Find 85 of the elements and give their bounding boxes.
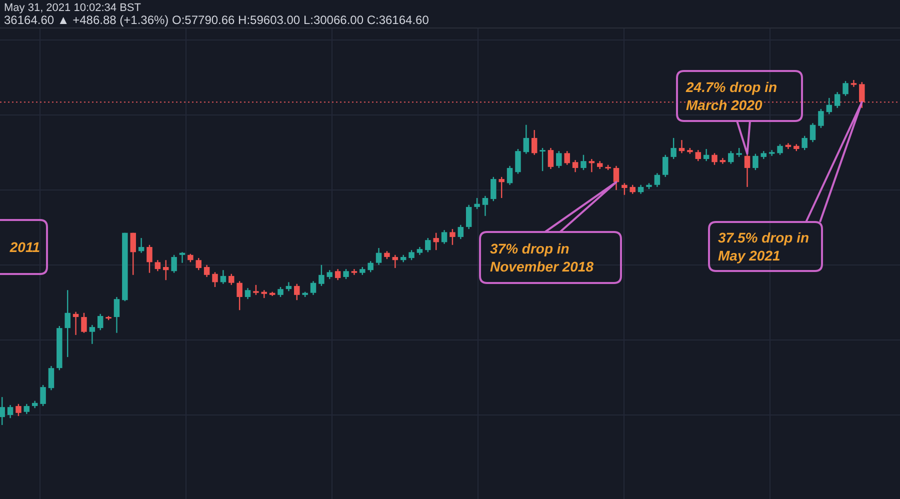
candlestick [818, 108, 824, 129]
annotation: 37% drop in November 2018 [490, 240, 594, 274]
candlestick [810, 122, 816, 143]
candlestick [154, 259, 161, 272]
candlestick [236, 280, 242, 311]
candlestick [16, 403, 22, 417]
candlestick [138, 237, 144, 254]
candlestick [712, 152, 718, 166]
candlestick [376, 247, 382, 266]
candlestick [48, 365, 54, 391]
candlestick [613, 165, 620, 191]
candlestick [220, 269, 226, 284]
candlestick [179, 252, 186, 264]
candlestick [826, 97, 832, 115]
candlestick [703, 148, 710, 162]
candlestick [310, 280, 316, 296]
candlestick [441, 229, 448, 244]
candlestick [580, 154, 586, 171]
candlestick [433, 232, 439, 251]
candlestick [278, 286, 284, 298]
candlestick [523, 124, 530, 154]
candlestick [588, 158, 595, 173]
candlestick [204, 264, 210, 278]
candlestick [212, 272, 218, 288]
candlestick [572, 159, 578, 173]
candlestick [450, 228, 456, 246]
candlestick [196, 257, 202, 271]
candlestick [515, 148, 521, 174]
candlestick [678, 139, 685, 154]
candlestick [228, 273, 234, 286]
candlestick [294, 283, 300, 301]
candlestick [752, 153, 758, 171]
annotation: 24.7% drop in March 2020 [685, 79, 778, 113]
candlestick [40, 384, 46, 407]
candlestick [7, 404, 14, 419]
candlestick [842, 80, 848, 96]
candlestick [564, 150, 570, 166]
candlestick [670, 137, 676, 160]
candlestick [392, 254, 398, 269]
candlestick [662, 154, 668, 178]
candlestick [425, 237, 431, 253]
candlestick [556, 150, 562, 169]
candlestick [466, 204, 472, 230]
candlestick [744, 153, 750, 188]
candlestick [695, 149, 701, 162]
candlestick [81, 312, 87, 334]
candlestick [506, 165, 513, 186]
candlestick [64, 290, 70, 358]
candlestick [859, 81, 865, 109]
chart-subtitle: May 31, 2021 10:02:34 BST [4, 2, 142, 14]
candlestick [0, 396, 5, 426]
annotation: 37.5% drop in May 2021 [718, 230, 810, 264]
candlestick [114, 296, 120, 334]
candlestick [408, 249, 414, 261]
candlestick [318, 264, 324, 287]
candlestick [654, 172, 660, 188]
candlestick [540, 147, 546, 172]
candlestick [146, 244, 152, 274]
candlestick [244, 287, 251, 300]
candlestick [72, 311, 79, 336]
candlestick [334, 268, 341, 281]
candlestick [802, 135, 808, 151]
candlestick [171, 254, 177, 274]
candlestick [97, 313, 104, 331]
candlestick [531, 129, 538, 156]
candlestick [458, 224, 464, 240]
candlestick [850, 79, 857, 88]
annotation: 2011 [8, 239, 40, 255]
candlestick [622, 182, 628, 196]
candlestick [728, 150, 734, 164]
candlestick [253, 284, 259, 296]
text: 36164.60 ▲ +486.88 (+1.36%) O:57790.66 H:59603.00 L:30066.00 C:36164.60 [4, 13, 430, 27]
candlestick [343, 268, 349, 280]
candlestick [482, 195, 488, 217]
candlestick [490, 176, 496, 202]
candlestick [89, 324, 96, 345]
candlestick [777, 144, 783, 156]
candlestick [498, 176, 504, 199]
candlestick [24, 403, 30, 415]
candlestick [163, 259, 169, 281]
candlestick [130, 232, 136, 276]
candlestick [548, 147, 554, 170]
candlestick [834, 91, 840, 109]
candlestick [474, 197, 480, 210]
candlestick [368, 260, 374, 273]
